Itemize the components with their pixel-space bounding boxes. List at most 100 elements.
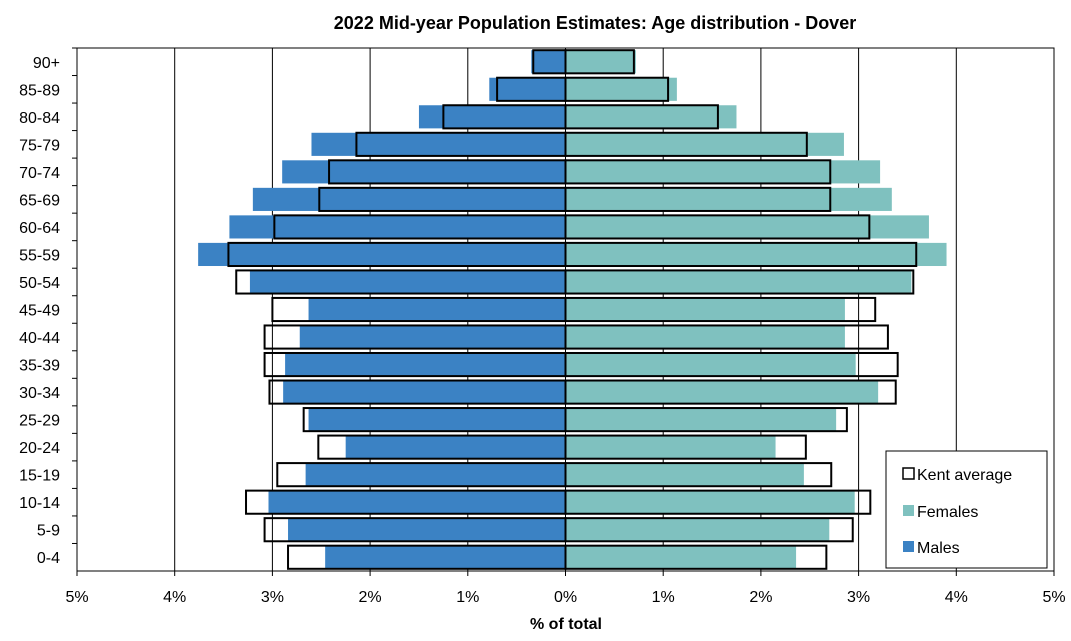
female-bar xyxy=(565,463,804,487)
y-tick-label: 60-64 xyxy=(19,220,60,237)
y-tick-label: 0-4 xyxy=(37,550,60,567)
legend-kent-average-swatch xyxy=(902,467,915,480)
female-bar xyxy=(565,215,929,239)
x-tick-label: 5% xyxy=(1042,589,1065,606)
female-bar xyxy=(565,435,776,459)
male-bar xyxy=(345,435,566,459)
y-tick-label: 35-39 xyxy=(19,358,60,375)
female-bar xyxy=(565,242,947,267)
y-tick-label: 45-49 xyxy=(19,303,60,320)
male-bar xyxy=(283,380,566,404)
male-bar xyxy=(531,50,566,74)
kent-female-outline xyxy=(564,241,918,268)
x-axis-title: % of total xyxy=(530,616,602,633)
y-tick-label: 80-84 xyxy=(19,110,60,127)
y-tick-labels: 0-4 5-9 10-14 15-19 20-24 25-29 30-34 35-39 40-4… xyxy=(19,47,77,567)
kent-female-outline xyxy=(564,159,832,185)
female-bar xyxy=(565,490,855,514)
kent-female-outline xyxy=(564,49,635,75)
female-bar xyxy=(565,408,837,432)
chart-title: 2022 Mid-year Population Estimates: Age … xyxy=(334,13,856,33)
female-bar xyxy=(565,187,892,211)
y-tick-label: 50-54 xyxy=(19,275,60,292)
y-tick-label: 20-24 xyxy=(19,440,60,457)
male-bar xyxy=(249,270,566,294)
male-bar xyxy=(308,408,566,432)
female-bar xyxy=(565,160,881,184)
kent-female-outline xyxy=(564,269,915,295)
female-bar xyxy=(565,325,845,349)
y-tick-label: 15-19 xyxy=(19,468,60,485)
y-tick-label: 75-79 xyxy=(19,137,60,154)
female-bar xyxy=(565,518,830,542)
male-bar xyxy=(285,352,566,377)
x-tick-label: 0% xyxy=(554,589,577,606)
y-tick-label: 40-44 xyxy=(19,330,60,347)
y-tick-label: 70-74 xyxy=(19,165,60,182)
female-bar xyxy=(565,105,737,129)
kent-female-outline xyxy=(564,131,808,157)
kent-female-outline xyxy=(564,462,833,488)
male-bar xyxy=(325,545,566,569)
female-bar xyxy=(565,297,845,322)
x-tick-labels: 5% 4% 3% 2% 1% 0% 1% 2% 3% 4% 5% xyxy=(65,571,1066,606)
y-tick-label: 90+ xyxy=(33,55,60,72)
kent-female-outline xyxy=(564,186,832,212)
y-tick-label: 30-34 xyxy=(19,385,60,402)
male-bar xyxy=(489,77,566,101)
x-tick-label: 4% xyxy=(163,589,186,606)
female-bar xyxy=(565,352,856,377)
y-tick-label: 10-14 xyxy=(19,495,60,512)
x-tick-label: 1% xyxy=(652,589,675,606)
female-bar xyxy=(565,132,844,156)
x-tick-label: 4% xyxy=(945,589,968,606)
x-tick-label: 2% xyxy=(359,589,382,606)
female-bar xyxy=(565,270,912,294)
male-bar xyxy=(311,132,566,156)
y-tick-label: 25-29 xyxy=(19,413,60,430)
x-tick-label: 3% xyxy=(261,589,284,606)
male-bar xyxy=(308,297,566,322)
female-bar xyxy=(565,545,797,569)
kent-female-outline xyxy=(564,324,889,350)
kent-female-outline xyxy=(564,104,719,130)
kent-female-outline xyxy=(564,379,897,405)
kent-female-outline xyxy=(564,214,871,240)
x-tick-label: 3% xyxy=(847,589,870,606)
x-tick-label: 1% xyxy=(456,589,479,606)
y-tick-label: 65-69 xyxy=(19,192,60,209)
legend-kent-average-label: Kent average xyxy=(917,467,1012,484)
kent-female-outline xyxy=(564,351,899,378)
legend-males-label: Males xyxy=(917,540,960,557)
legend-females-label: Females xyxy=(917,504,978,521)
legend-females-swatch xyxy=(903,505,914,516)
male-bar xyxy=(299,325,566,349)
male-bar xyxy=(305,463,566,487)
kent-female-outline xyxy=(564,544,828,570)
male-bar xyxy=(198,242,566,267)
kent-female-outline xyxy=(564,489,872,515)
legend-males-swatch xyxy=(903,541,914,552)
male-bar xyxy=(288,518,566,542)
female-bar xyxy=(565,77,677,101)
kent-female-outline xyxy=(564,296,877,323)
male-bar xyxy=(252,187,566,211)
y-tick-label: 85-89 xyxy=(19,82,60,99)
female-bar xyxy=(565,380,879,404)
y-tick-label: 55-59 xyxy=(19,247,60,264)
x-tick-label: 2% xyxy=(749,589,772,606)
x-tick-label: 5% xyxy=(65,589,88,606)
male-bar xyxy=(418,105,566,129)
female-bar xyxy=(565,50,636,74)
male-bar xyxy=(229,215,566,239)
kent-female-outline xyxy=(564,407,848,433)
male-bar xyxy=(282,160,566,184)
male-bar xyxy=(268,490,566,514)
legend: Kent average Females Males xyxy=(885,450,1048,569)
bars-layer xyxy=(198,49,947,570)
kent-female-outline xyxy=(564,434,807,460)
kent-female-outline xyxy=(564,517,854,543)
kent-female-outline xyxy=(564,76,670,102)
